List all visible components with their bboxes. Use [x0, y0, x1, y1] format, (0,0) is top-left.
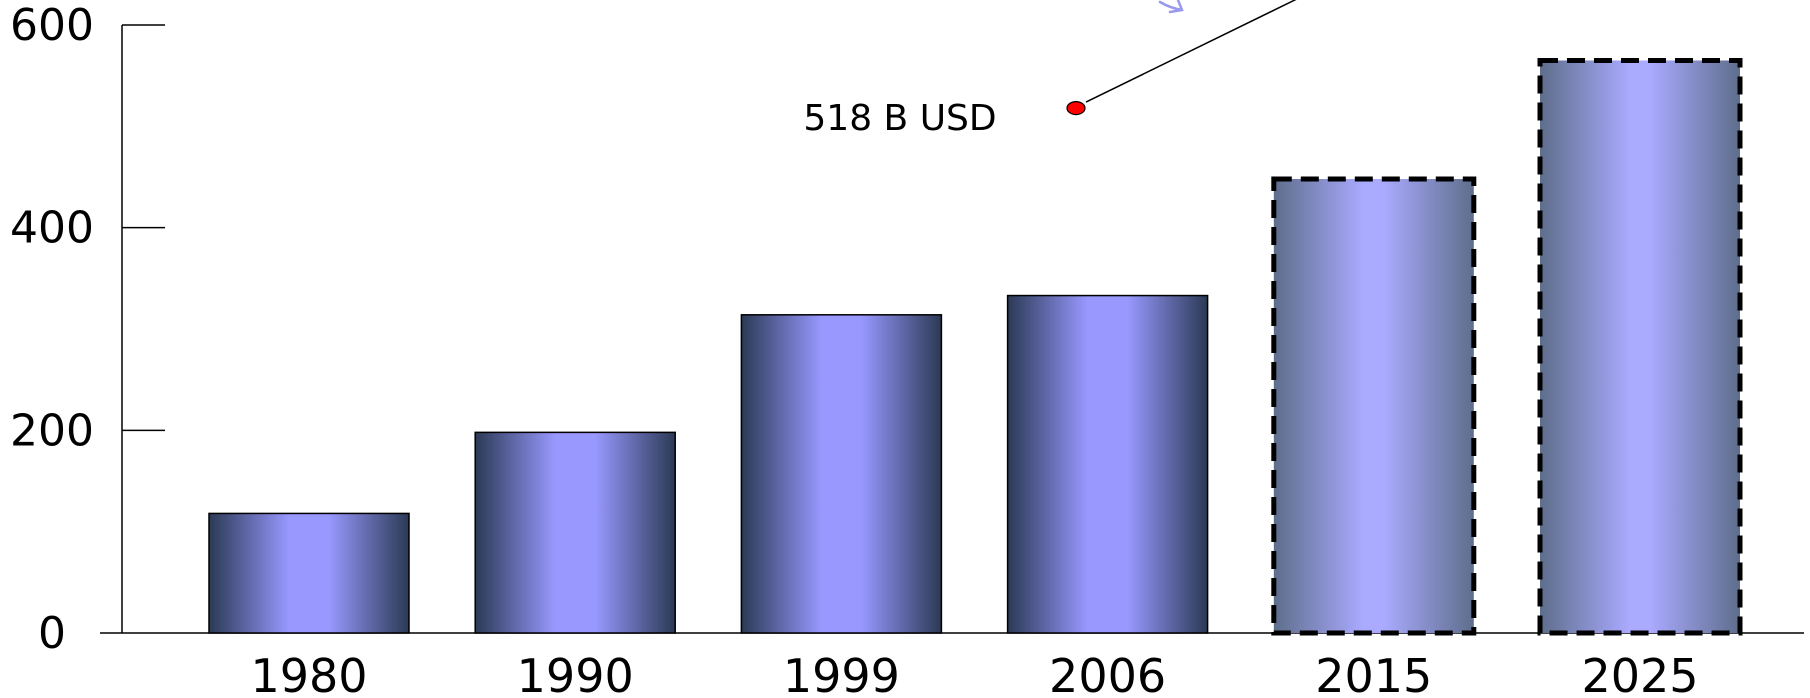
- y-tick-label: 0: [38, 608, 66, 659]
- bar-2015: [1271, 176, 1477, 636]
- x-tick-label: 1999: [783, 649, 900, 698]
- x-tick-label: 2006: [1049, 649, 1166, 698]
- x-tick-label: 2015: [1315, 649, 1432, 698]
- bar-1990: [474, 431, 676, 634]
- annotation-leader-line: [1085, 0, 1297, 103]
- bar-1999: [740, 314, 943, 634]
- x-tick-label: 2025: [1581, 649, 1698, 698]
- y-tick-label: 400: [10, 203, 94, 254]
- bar-2006: [1006, 294, 1209, 634]
- annotation: 518 B USD: [803, 0, 1297, 139]
- arrow-icon: [1158, 0, 1184, 14]
- labels: 0 200 400 600 1980 1990 1999 2006 2015 2025: [10, 0, 1699, 698]
- y-tick-label: 600: [10, 0, 94, 51]
- x-tick-label: 1990: [517, 649, 634, 698]
- bar-2025: [1537, 57, 1743, 636]
- bar-1980: [208, 512, 410, 634]
- annotation-marker: [1066, 100, 1086, 116]
- bars: [208, 57, 1743, 636]
- annotation-label: 518 B USD: [803, 98, 996, 139]
- y-tick-label: 200: [10, 405, 94, 456]
- x-tick-label: 1980: [250, 649, 367, 698]
